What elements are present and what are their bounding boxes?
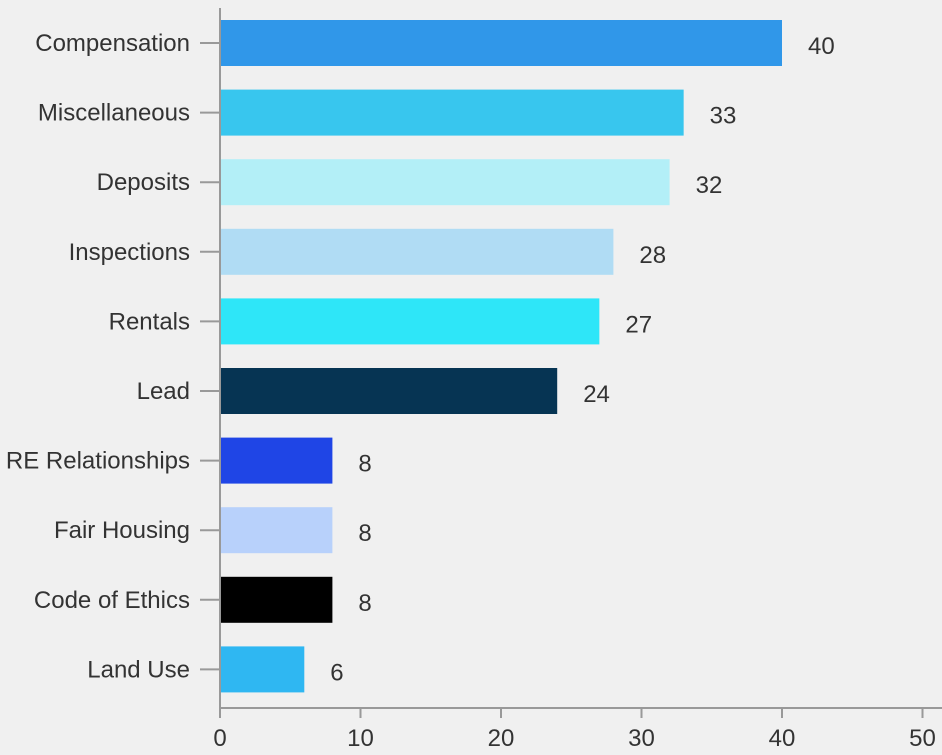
x-tick-label: 20 (488, 725, 515, 750)
category-label: Fair Housing (54, 517, 190, 544)
bar-land-use (220, 646, 305, 693)
category-label: Code of Ethics (34, 587, 190, 614)
category-label: RE Relationships (6, 448, 190, 475)
x-tick-label: 10 (347, 725, 374, 750)
bar-miscellaneous (220, 89, 684, 136)
value-label: 32 (696, 172, 723, 199)
x-tick-label: 40 (769, 725, 796, 750)
value-label: 40 (808, 33, 835, 60)
bar-inspections (220, 228, 614, 275)
x-tick-label: 30 (628, 725, 655, 750)
bar-deposits (220, 159, 670, 206)
value-label: 24 (583, 381, 610, 408)
value-label: 8 (358, 520, 371, 547)
bar-re-relationships (220, 437, 333, 484)
bar-compensation (220, 20, 782, 66)
x-tick-label: 0 (213, 725, 226, 750)
labels-group: 0 10 20 30 40 50 Compensation 40 Miscellaneous 33… (6, 30, 936, 752)
category-label: Compensation (35, 30, 190, 57)
bar-rentals (220, 298, 600, 345)
value-label: 8 (358, 451, 371, 478)
bar-fair-housing (220, 507, 333, 554)
value-label: 8 (358, 590, 371, 617)
category-label: Land Use (87, 656, 190, 683)
category-label: Inspections (69, 239, 190, 266)
value-label: 33 (710, 103, 737, 130)
category-label: Rentals (109, 308, 190, 335)
value-label: 28 (639, 242, 666, 269)
value-label: 27 (625, 311, 652, 338)
value-label: 6 (330, 659, 343, 686)
category-label: Deposits (97, 169, 190, 196)
x-tick-label: 50 (909, 725, 936, 750)
category-label: Miscellaneous (38, 100, 190, 127)
bar-code-of-ethics (220, 576, 333, 623)
category-label: Lead (137, 378, 190, 405)
bars-group (220, 20, 782, 693)
bar-lead (220, 368, 558, 414)
axes-group (200, 8, 942, 718)
